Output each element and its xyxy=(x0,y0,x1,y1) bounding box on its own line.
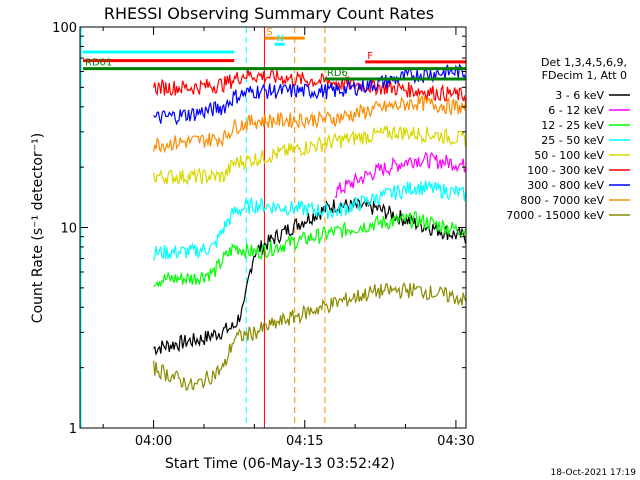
legend-label-3: 12 - 25 keV xyxy=(541,119,604,132)
legend-label-1: 3 - 6 keV xyxy=(555,89,604,102)
flag-label-8: RD6 xyxy=(327,68,348,79)
legend-label-5: 50 - 100 keV xyxy=(534,149,604,162)
x-tick-label-2: 04:30 xyxy=(437,434,474,449)
legend-header-0: Det 1,3,4,5,6,9, xyxy=(541,56,627,69)
series-line-2 xyxy=(334,151,467,199)
series-line-7 xyxy=(153,63,467,126)
legend-label-6: 100 - 300 keV xyxy=(527,164,604,177)
flag-label-2: N xyxy=(277,33,284,44)
x-tick-label-1: 04:15 xyxy=(286,434,323,449)
series-lines xyxy=(153,63,467,392)
legend-label-2: 6 - 12 keV xyxy=(548,104,604,117)
legend-label-4: 25 - 50 keV xyxy=(541,134,604,147)
y-tick-label-0: 1 xyxy=(69,422,77,437)
legend-header-1: FDecim 1, Att 0 xyxy=(542,69,627,82)
series-line-6 xyxy=(153,68,467,103)
legend-label-8: 800 - 7000 keV xyxy=(520,194,604,207)
legend: Det 1,3,4,5,6,9,FDecim 1, Att 0 3 - 6 keV… xyxy=(506,56,630,222)
legend-label-9: 7000 - 15000 keV xyxy=(506,209,604,222)
series-line-8 xyxy=(153,93,467,154)
flag-segments: SN F RD6 RD01 xyxy=(83,27,466,81)
series-line-5 xyxy=(153,124,467,185)
y-tick-label-2: 100 xyxy=(52,21,77,36)
series-line-1 xyxy=(153,197,467,356)
legend-label-7: 300 - 800 keV xyxy=(527,179,604,192)
flag-label-9: RD01 xyxy=(85,58,112,69)
y-tick-label-1: 10 xyxy=(60,222,77,237)
flag-label-1: S xyxy=(266,27,272,38)
timestamp: 18-Oct-2021 17:19 xyxy=(551,468,637,478)
y-axis-label: Count Rate (s⁻¹ detector⁻¹) xyxy=(30,133,46,323)
series-line-3 xyxy=(153,211,467,288)
flag-label-4: F xyxy=(367,51,373,62)
chart-title: RHESSI Observing Summary Count Rates xyxy=(104,4,434,23)
series-line-9 xyxy=(153,281,467,392)
series-line-4 xyxy=(153,180,467,261)
x-axis-label: Start Time (06-May-13 03:52:42) xyxy=(165,456,395,472)
x-tick-label-0: 04:00 xyxy=(135,434,172,449)
axes: 04:00 04:15 04:30 1 10 100 xyxy=(52,21,474,449)
